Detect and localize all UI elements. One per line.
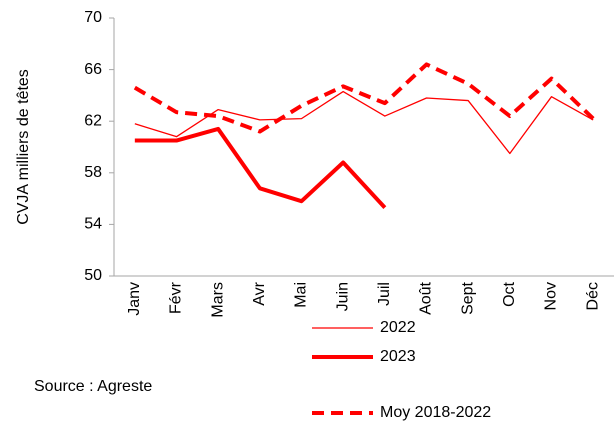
series-line <box>134 126 387 209</box>
x-tick-label: Oct <box>501 281 518 306</box>
x-tick-label: Févr <box>168 281 185 314</box>
series-line <box>134 90 594 155</box>
source-note: Source : Agreste <box>34 378 152 395</box>
legend-label: Moy 2018-2022 <box>380 404 491 421</box>
x-tick-label: Août <box>418 281 435 314</box>
x-tick-label: Nov <box>543 282 560 310</box>
series-line <box>133 62 595 134</box>
x-tick-label: Avr <box>251 281 268 305</box>
x-tick-label: Mars <box>209 282 226 318</box>
x-tick-label: Déc <box>584 282 601 310</box>
y-tick-label: 70 <box>84 9 102 26</box>
legend-label: 2023 <box>380 348 416 365</box>
x-tick-label: Juin <box>334 282 351 311</box>
x-tick-label: Juil <box>376 282 393 306</box>
x-tick-label: Mai <box>293 282 310 308</box>
y-tick-label: 62 <box>84 112 102 129</box>
y-tick-label: 54 <box>84 216 102 233</box>
x-tick-label: Sept <box>459 281 476 314</box>
y-tick-label: 58 <box>84 164 102 181</box>
y-axis-label: CVJA milliers de têtes <box>15 69 32 225</box>
y-tick-label: 50 <box>84 267 102 284</box>
y-tick-label: 66 <box>84 61 102 78</box>
x-tick-label: Janv <box>126 282 143 316</box>
legend-label: 2022 <box>380 319 416 336</box>
